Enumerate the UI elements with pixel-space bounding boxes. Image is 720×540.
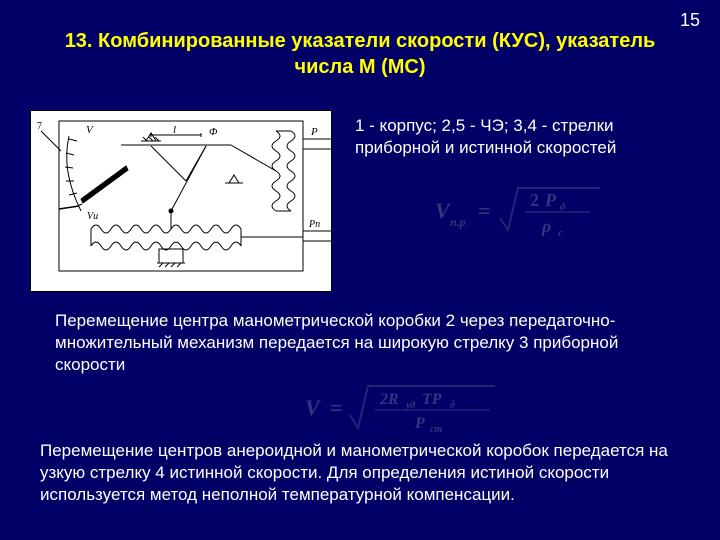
diagram-label-7: 7 [37,121,42,132]
diagram-label-pn: Pп [308,219,320,230]
page-number: 15 [680,10,700,31]
diagram-label-vi: Vи [87,211,98,222]
body-text-2: Перемещение центров анероидной и маномет… [40,440,680,506]
diagram-caption: 1 - корпус; 2,5 - ЧЭ; 3,4 - стрелки приб… [355,115,695,159]
svg-text:уд: уд [405,400,415,411]
svg-text:=: = [478,198,491,223]
svg-text:P: P [544,190,557,210]
body-text-1: Перемещение центра манометрической короб… [55,310,665,376]
svg-text:=: = [330,395,343,420]
svg-text:п.р: п.р [450,215,466,229]
svg-text:ρ: ρ [541,216,551,236]
svg-text:V: V [305,395,322,420]
svg-text:2: 2 [530,190,539,210]
svg-text:2R: 2R [379,391,399,408]
diagram-label-l: l [173,124,176,136]
svg-text:TP: TP [422,391,442,408]
svg-text:ст: ст [430,424,442,435]
diagram-label-v: V [86,124,94,136]
svg-text:д: д [560,201,566,213]
svg-text:P: P [414,415,425,432]
diagram-label-phi: Φ [209,126,218,138]
svg-text:д: д [450,400,455,411]
formula-true-airspeed: V = 2R уд TP д P ст [300,380,500,435]
slide-title: 13. Комбинированные указатели скорости (… [60,28,660,80]
svg-text:с: с [558,227,563,239]
diagram-label-p: P [310,126,318,138]
instrument-diagram: V Vи P Pп l Φ 7 [30,110,332,292]
formula-airspeed: V п.р = 2 P д ρ с [430,180,610,240]
